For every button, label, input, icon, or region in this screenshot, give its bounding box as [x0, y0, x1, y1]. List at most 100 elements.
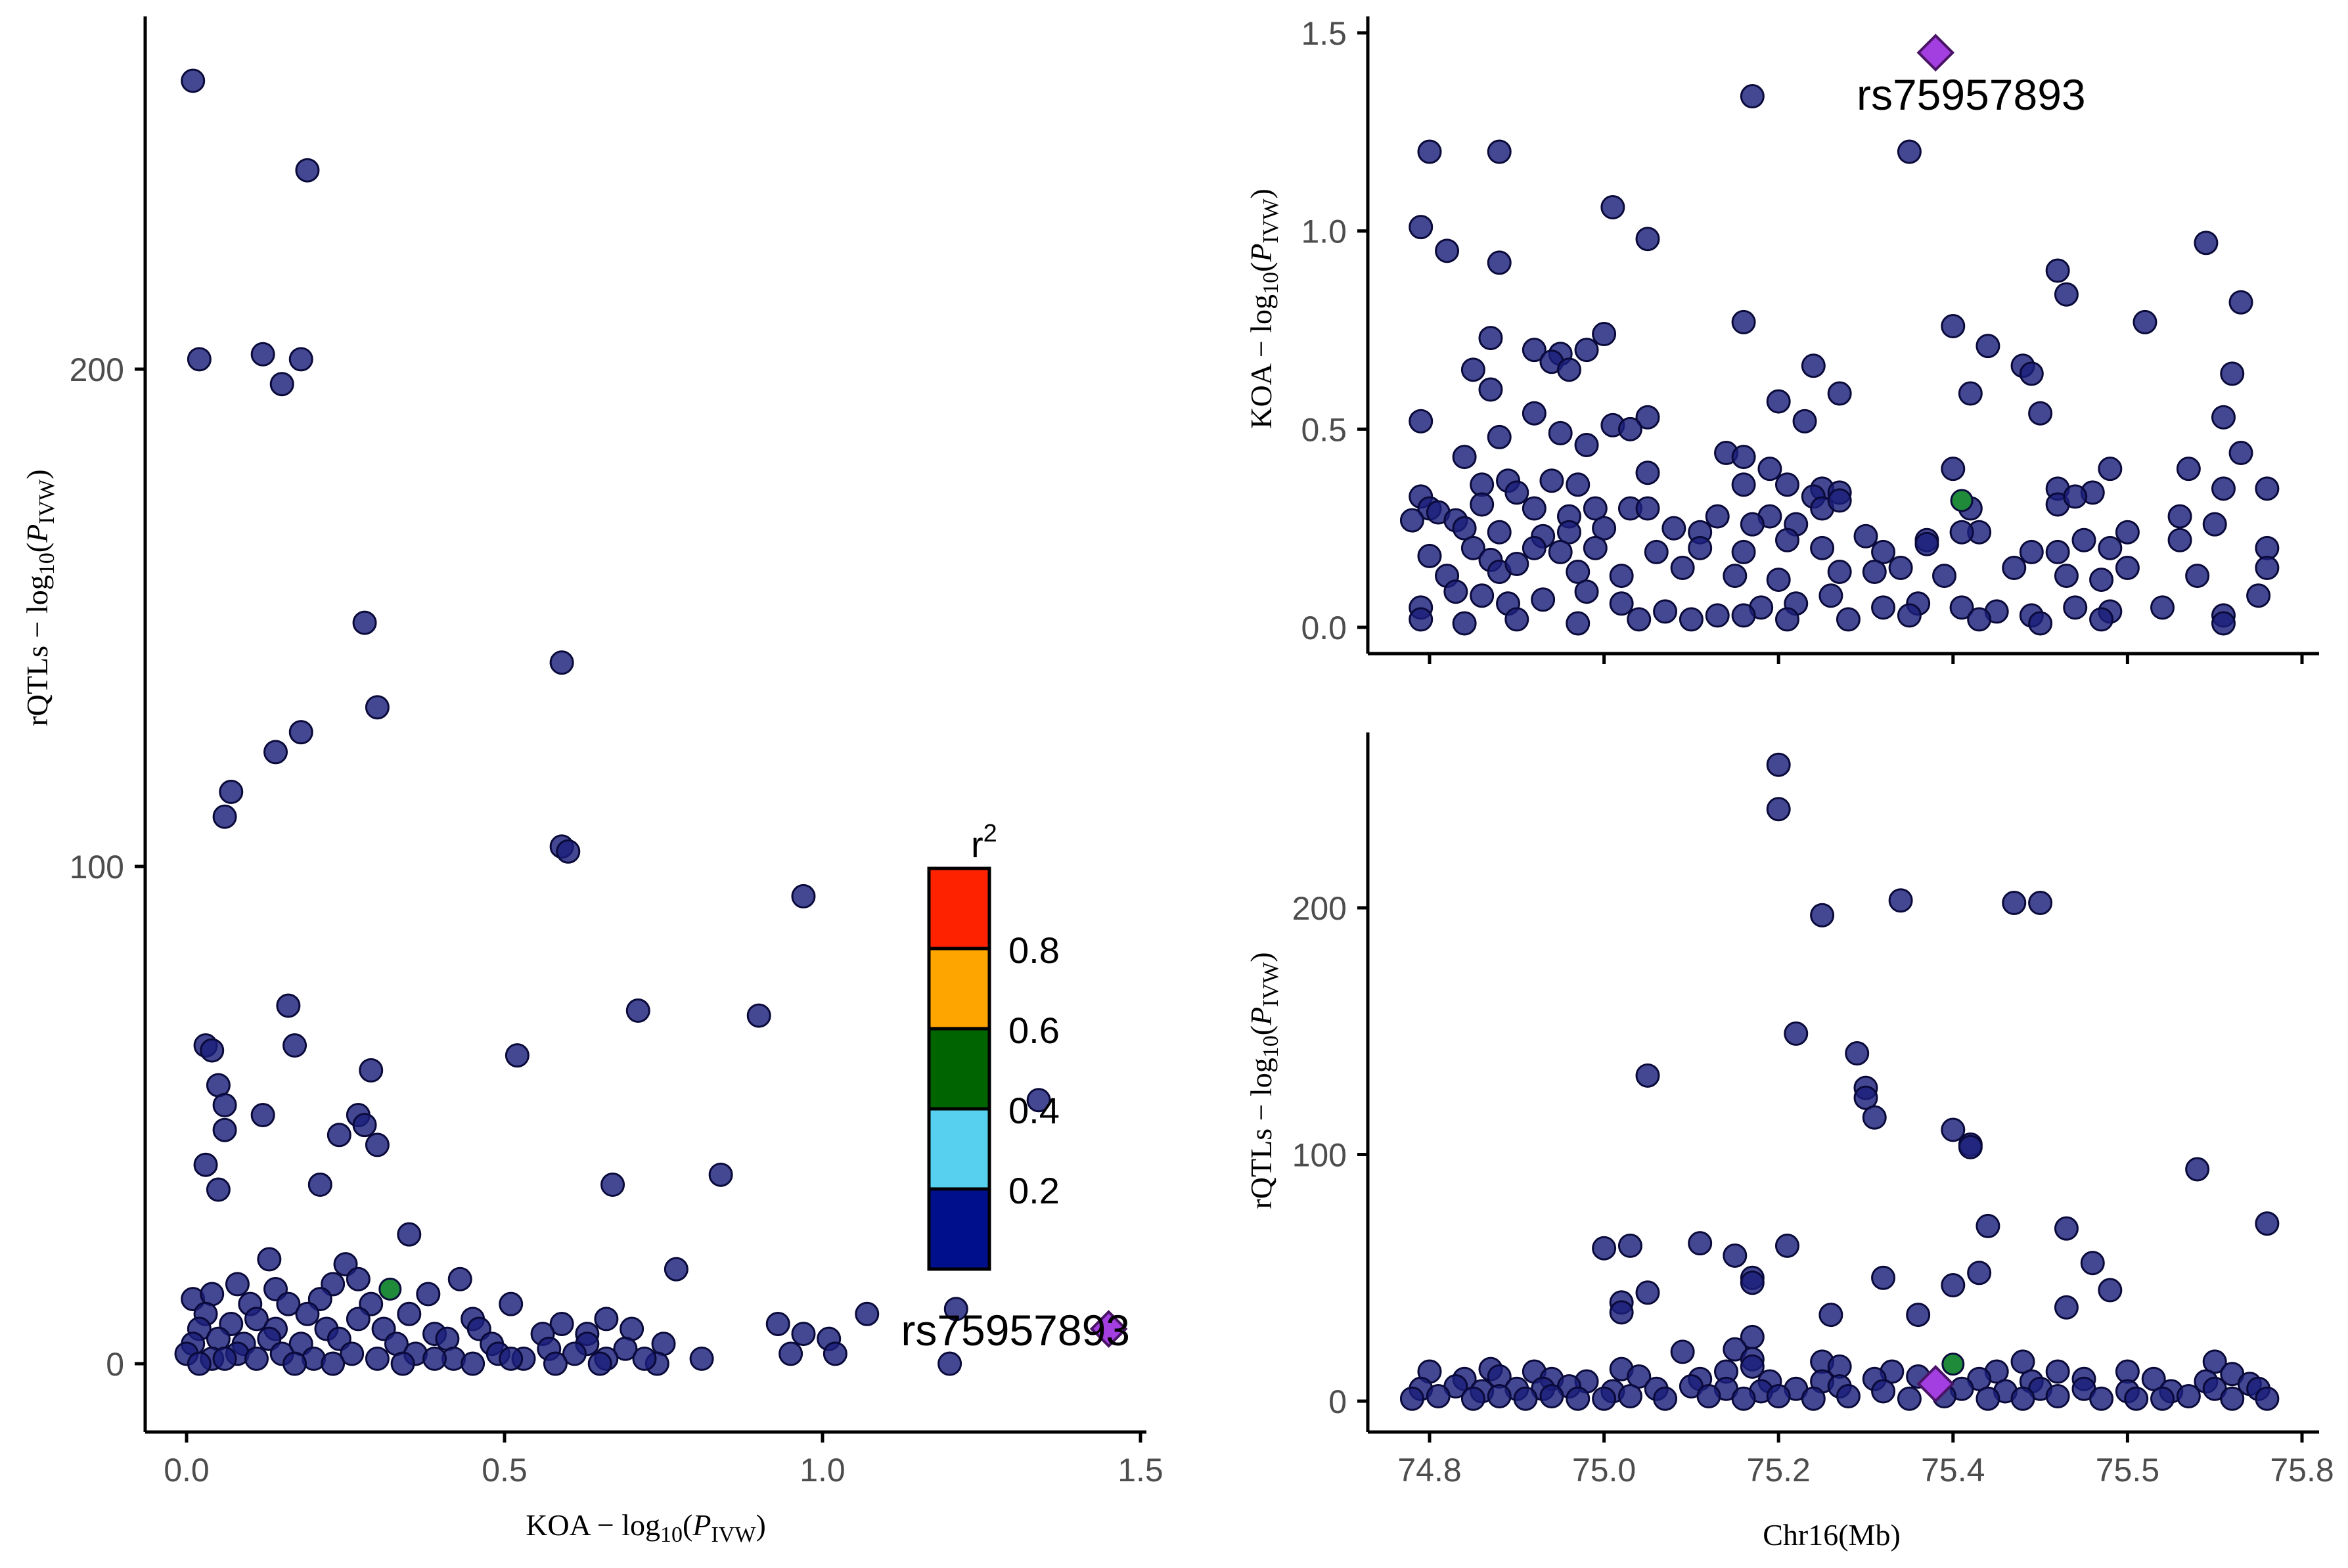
bottom-right-point-96: [1460, 1386, 1485, 1411]
bottom-right-point-12: [1941, 1117, 1966, 1142]
left-point-4: [288, 347, 313, 372]
top-right-point-128: [1827, 560, 1852, 585]
bottom-right-point-114: [2089, 1386, 2114, 1411]
left-point-3: [250, 342, 275, 367]
left-ytick-label-1: 100: [70, 849, 124, 885]
top-right-point-169: [1897, 603, 1922, 628]
left-point-27: [250, 1103, 275, 1127]
legend-swatch-orange: [927, 947, 991, 1031]
top-right-point-133: [2054, 564, 2079, 589]
top-right-point-76: [1705, 504, 1730, 529]
left-point-109: [937, 1351, 962, 1376]
top-right-point-4: [1600, 194, 1625, 219]
bottom-right-point-14: [1958, 1134, 1983, 1159]
bottom-right-point-45: [1740, 1354, 1765, 1379]
left-point-64: [855, 1301, 880, 1326]
top-right-point-35: [1522, 401, 1547, 426]
bottom-right-point-28: [1740, 1270, 1765, 1295]
top-right-point-18: [1975, 334, 2000, 359]
bottom-right-ytick-label-1: 100: [1292, 1137, 1347, 1174]
legend-label-0.8: 0.8: [1008, 930, 1060, 971]
bottom-right-point-30: [2098, 1278, 2123, 1303]
top-right-point-161: [1452, 611, 1477, 636]
top-right-points-layer: [1399, 34, 2280, 636]
left-point-30: [212, 1117, 237, 1142]
top-right-point-12: [2228, 290, 2253, 315]
bottom-right-point-113: [2045, 1383, 2070, 1408]
top-right-point-155: [2063, 595, 2088, 620]
bottom-right-point-105: [1731, 1386, 1756, 1411]
left-point-39: [664, 1257, 689, 1282]
left-point-42: [346, 1266, 371, 1291]
left-point-105: [562, 1341, 587, 1366]
left-point-112: [282, 1351, 307, 1376]
top-right-point-24: [1460, 357, 1485, 382]
bottom-right-xtick-label-5: 75.8: [2270, 1452, 2334, 1489]
bottom-right-point-85: [1871, 1379, 1896, 1404]
top-right-point-110: [1774, 527, 1799, 552]
top-right-point-57: [1635, 460, 1660, 485]
top-right-point-3: [1897, 139, 1922, 164]
bottom-right-point-107: [1801, 1386, 1826, 1411]
bottom-right-point-53: [2045, 1359, 2070, 1384]
top-right-point-160: [1409, 607, 1434, 632]
left-x-axis-title: KOA − log10(PIVW): [526, 1508, 766, 1547]
left-y-axis-title: rQTLs − log10(PIVW): [20, 469, 59, 726]
left-lead-snp-diamond: [1089, 1310, 1128, 1348]
top-right-point-95: [1740, 512, 1765, 537]
left-point-16: [276, 993, 301, 1018]
left-ytick-label-2: 200: [70, 351, 124, 388]
top-right-point-101: [1417, 543, 1442, 568]
bottom-right-xtick-label-0: 74.8: [1397, 1452, 1461, 1489]
bottom-right-point-43: [2202, 1349, 2227, 1374]
bottom-right-point-29: [1941, 1273, 1966, 1298]
top-right-point-19: [1522, 338, 1547, 363]
left-point-34: [708, 1162, 733, 1187]
bottom-right-xtick-label-1: 75.0: [1572, 1452, 1636, 1489]
left-point-17: [625, 998, 650, 1023]
legend-swatch-navy: [927, 1187, 991, 1271]
left-point-26: [1026, 1088, 1051, 1113]
top-right-point-107: [1644, 539, 1669, 564]
bottom-right-point-101: [1592, 1386, 1617, 1411]
bottom-right-point-15: [2185, 1157, 2210, 1182]
top-right-point-64: [2211, 476, 2236, 501]
top-right-point-93: [1661, 516, 1686, 541]
top-right-point-43: [1617, 416, 1642, 441]
top-right-point-123: [1566, 560, 1591, 585]
top-right-ytick-label-3: 1.5: [1301, 15, 1347, 52]
bottom-right-point-118: [2220, 1386, 2245, 1411]
top-right-point-157: [2150, 595, 2175, 620]
left-point-23: [359, 1058, 384, 1083]
top-right-point-32: [1766, 389, 1791, 414]
bottom-right-point-0: [1766, 752, 1791, 777]
top-right-point-33: [2028, 401, 2053, 426]
top-right-point-168: [1836, 607, 1861, 632]
left-point-51: [276, 1291, 301, 1316]
bottom-right-lead-snp-diamond: [1916, 1364, 1955, 1403]
top-right-point-126: [1723, 564, 1748, 589]
left-point-90: [651, 1332, 676, 1356]
top-right-point-86: [2202, 512, 2227, 537]
top-right-point-71: [1522, 496, 1547, 521]
bottom-right-point-111: [1975, 1386, 2000, 1411]
top-right-point-170: [1967, 607, 1992, 632]
top-right-point-75: [1635, 496, 1660, 521]
top-right-point-146: [1705, 603, 1730, 628]
bottom-right-point-3: [2002, 890, 2027, 915]
left-xtick-label-2: 1.0: [800, 1452, 846, 1489]
left-point-35: [307, 1172, 332, 1197]
bottom-right-point-100: [1566, 1386, 1591, 1411]
left-point-61: [549, 1311, 574, 1336]
top-right-ytick-label-1: 0.5: [1301, 411, 1347, 448]
left-point-33: [193, 1152, 218, 1177]
bottom-right-point-106: [1766, 1383, 1791, 1408]
top-right-point-29: [1478, 377, 1503, 402]
top-right-point-130: [1888, 556, 1913, 580]
top-right-point-34: [1409, 409, 1434, 434]
top-right-point-89: [1487, 520, 1512, 545]
left-point-58: [346, 1307, 371, 1332]
top-right-point-122: [1504, 551, 1529, 576]
bottom-right-scatter-panel: 74.8 75.0 75.2 75.4 75.5 75.8 0 100 200 Chr16(Mb…: [1244, 732, 2334, 1552]
top-right-point-117: [2098, 535, 2123, 560]
